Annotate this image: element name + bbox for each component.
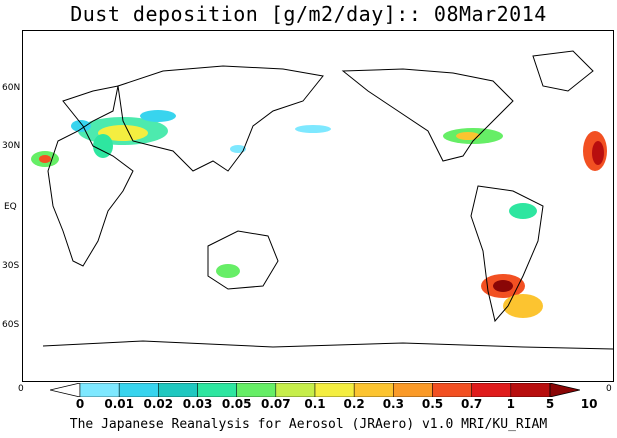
lat-label-60n: 60N: [2, 83, 21, 93]
colorbar-segment: [118, 383, 159, 397]
colorbar-segment: [393, 383, 433, 397]
map-canvas: [31, 50, 613, 350]
map-title: Dust deposition [g/m2/day]:: 08Mar2014: [70, 2, 547, 26]
colorbar: [50, 383, 580, 397]
colorbar-tick-label: 5: [545, 397, 555, 411]
colorbar-segment: [79, 383, 120, 397]
colorbar-tick-label: 0.02: [143, 397, 174, 411]
lat-label-30s: 30S: [2, 261, 20, 271]
colorbar-tick-label: 1: [506, 397, 516, 411]
colorbar-segment: [314, 383, 355, 397]
colorbar-tick-label: 0.7: [461, 397, 483, 411]
colorbar-segment: [236, 383, 277, 397]
colorbar-tick-label: 0.03: [182, 397, 213, 411]
colorbar-tick-label: 0.01: [104, 397, 134, 411]
colorbar-arrow-right: [549, 383, 580, 397]
colorbar-segment: [432, 383, 472, 397]
colorbar-segment: [510, 383, 551, 397]
lat-label-60s: 60S: [2, 320, 20, 330]
colorbar-segment: [275, 383, 316, 397]
colorbar-tick-label: 0.07: [261, 397, 291, 411]
colorbar-tick-label: 0.05: [221, 397, 252, 411]
colorbar-tick-label: 10: [580, 397, 598, 411]
colorbar-segment: [197, 383, 237, 397]
colorbar-segment: [471, 383, 512, 397]
world-map: [22, 30, 614, 382]
colorbar-arrow-left: [50, 383, 81, 397]
colorbar-tick-label: 0.5: [421, 397, 444, 411]
colorbar-segment: [353, 383, 394, 397]
coastlines: [42, 50, 613, 350]
colorbar-edge-right: 0: [606, 384, 612, 394]
colorbar-edge-left: 0: [18, 384, 24, 394]
credit-line: The Japanese Reanalysis for Aerosol (JRA…: [69, 417, 548, 432]
colorbar-tick-label: 0.3: [382, 397, 404, 411]
dust-plumes: [31, 110, 607, 318]
colorbar-segment: [158, 383, 198, 397]
lat-label-30n: 30N: [2, 141, 21, 151]
colorbar-tick-label: 0.1: [304, 397, 326, 411]
lat-label-eq: EQ: [4, 202, 17, 212]
colorbar-tick-label: 0: [75, 397, 85, 411]
colorbar-tick-label: 0.2: [343, 397, 365, 411]
